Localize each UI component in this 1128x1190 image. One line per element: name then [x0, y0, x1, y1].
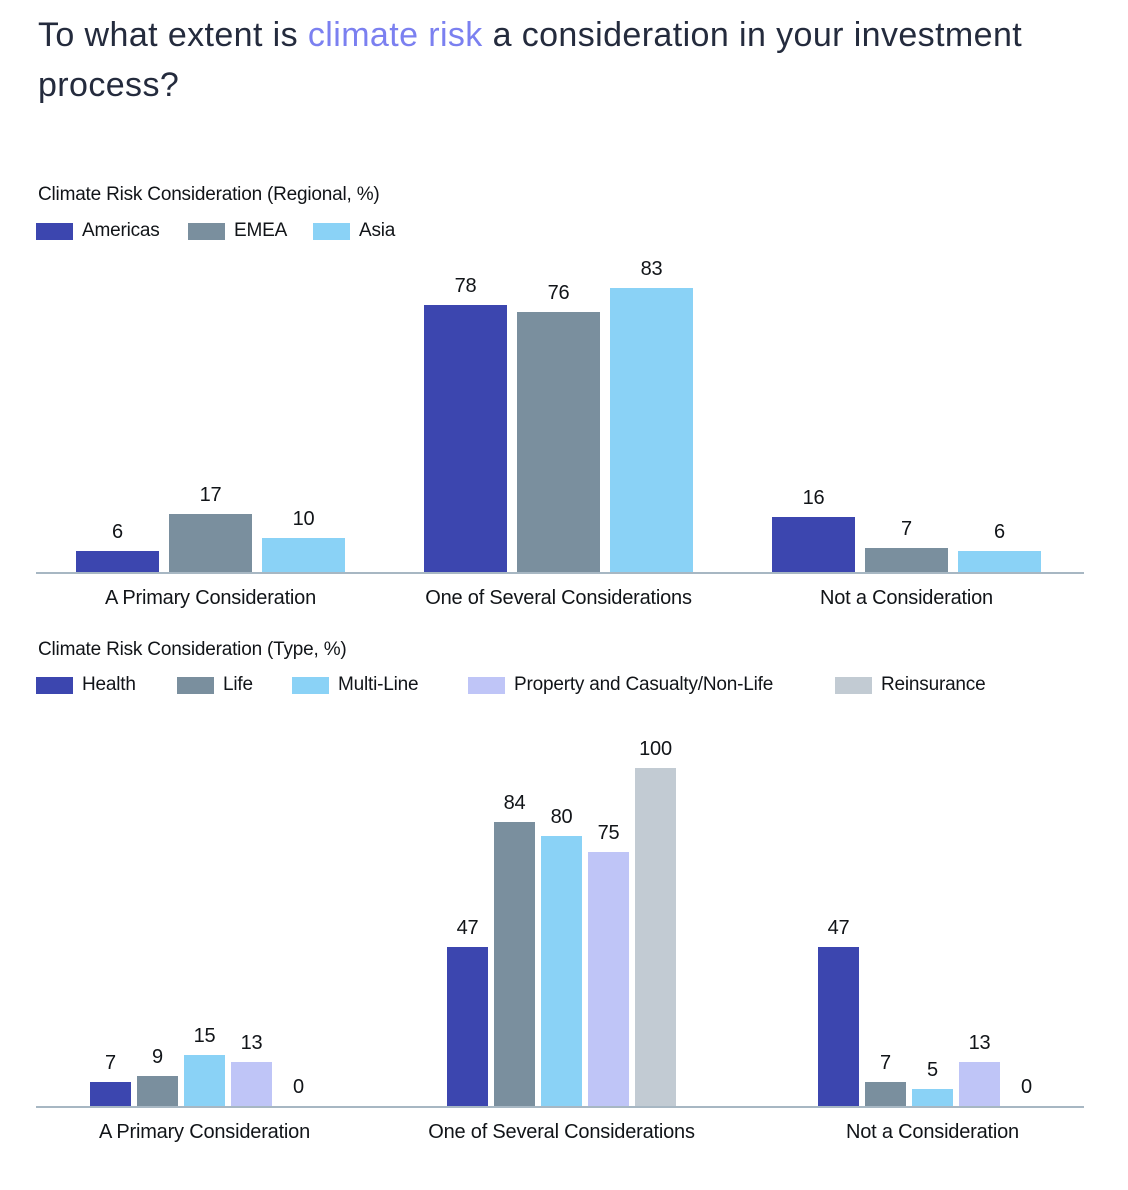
regional-legend: Americas EMEA Asia	[36, 220, 1096, 242]
bar: 75	[588, 822, 629, 1106]
legend-swatch	[835, 676, 872, 694]
bar-value-label: 78	[454, 275, 477, 297]
bar-value-label: 76	[547, 282, 570, 304]
legend-item: Multi-Line	[292, 674, 419, 696]
legend-label: Life	[223, 674, 253, 695]
bar: 13	[231, 1032, 272, 1106]
bar: 80	[541, 806, 582, 1106]
legend-item: EMEA	[188, 220, 287, 242]
legend-item: Life	[177, 674, 253, 696]
legend-label: Asia	[359, 220, 396, 241]
bar-value-label: 6	[112, 521, 123, 543]
bar-value-label: 9	[152, 1046, 163, 1068]
bar: 6	[958, 521, 1041, 572]
bar: 13	[959, 1032, 1000, 1106]
bar-value-label: 7	[901, 518, 912, 540]
legend-item: Asia	[313, 220, 395, 242]
bar: 7	[865, 518, 948, 572]
legend-label: Americas	[82, 220, 160, 241]
category-label: A Primary Consideration	[104, 587, 317, 609]
bar: 83	[610, 258, 693, 572]
bar-group: 6 17 10	[76, 484, 345, 572]
bar: 47	[447, 917, 488, 1106]
bar-value-label: 0	[293, 1076, 304, 1098]
bar: 100	[635, 738, 676, 1106]
bar: 7	[90, 1052, 131, 1106]
title-prefix: To what extent is	[38, 16, 308, 54]
type-legend: Health Life Multi-Line Property and Casualt…	[36, 674, 1096, 696]
bar: 15	[184, 1025, 225, 1106]
bar: 76	[517, 282, 600, 572]
legend-item: Health	[36, 674, 136, 696]
category-label: One of Several Considerations	[428, 1121, 695, 1143]
category-label: Not a Consideration	[846, 1121, 1019, 1143]
bar: 6	[76, 521, 159, 572]
bar-value-label: 10	[292, 508, 315, 530]
bar-value-label: 0	[1021, 1076, 1032, 1098]
category-label: Not a Consideration	[820, 587, 993, 609]
type-legend-title: Climate Risk Consideration (Type, %)	[38, 639, 347, 660]
regional-bar-chart-plot: 6 17 10 A Primary Consideration 78 76 83 One of…	[36, 230, 1084, 609]
title-highlight: climate risk	[307, 16, 483, 54]
bar-value-label: 47	[827, 917, 850, 939]
bar-value-label: 75	[597, 822, 620, 844]
bar-value-label: 80	[550, 806, 573, 828]
legend-label: Multi-Line	[338, 674, 419, 695]
page-title: To what extent is climate risk a conside…	[38, 10, 1068, 110]
x-axis-line	[36, 572, 1084, 574]
bar: 84	[494, 792, 535, 1106]
bar-value-label: 15	[193, 1025, 216, 1047]
legend-item: Property and Casualty/Non-Life	[468, 674, 773, 696]
legend-item: Reinsurance	[835, 674, 986, 696]
bar: 78	[424, 275, 507, 572]
legend-item: Americas	[36, 220, 160, 242]
regional-legend-title: Climate Risk Consideration (Regional, %)	[38, 184, 380, 205]
bar-group: 47 84 80 75 100	[447, 738, 676, 1106]
bar: 5	[912, 1059, 953, 1106]
category-label: A Primary Consideration	[98, 1121, 311, 1143]
legend-swatch	[188, 222, 225, 240]
bar-value-label: 100	[639, 738, 672, 760]
bar-value-label: 7	[105, 1052, 116, 1074]
bar-group: 7 9 15 13 0	[90, 1025, 319, 1106]
legend-swatch	[177, 676, 214, 694]
bar-group: 47 7 5 13 0	[818, 917, 1047, 1106]
bar-value-label: 7	[880, 1052, 891, 1074]
legend-swatch	[36, 676, 73, 694]
bar: 17	[169, 484, 252, 572]
legend-label: Health	[82, 674, 136, 695]
bar-value-label: 5	[927, 1059, 938, 1081]
bar-value-label: 84	[503, 792, 526, 814]
legend-swatch	[313, 222, 350, 240]
bar: 9	[137, 1046, 178, 1106]
bar-value-label: 16	[802, 487, 825, 509]
bar: 7	[865, 1052, 906, 1106]
legend-swatch	[468, 676, 505, 694]
type-bar-chart-plot: 7 9 15 13 0 A Primary Consideration 47 84 80 75 10…	[36, 738, 1084, 1143]
bar-value-label: 6	[994, 521, 1005, 543]
bar-value-label: 83	[640, 258, 663, 280]
bar-group: 16 7 6	[772, 487, 1041, 572]
bar-value-label: 47	[456, 917, 479, 939]
bar: 10	[262, 508, 345, 572]
legend-label: Reinsurance	[881, 674, 986, 695]
bar: 16	[772, 487, 855, 572]
bar-value-label: 13	[240, 1032, 263, 1054]
legend-swatch	[36, 222, 73, 240]
bar-group: 78 76 83	[424, 258, 693, 572]
bar: 47	[818, 917, 859, 1106]
legend-swatch	[292, 676, 329, 694]
x-axis-line	[36, 1106, 1084, 1108]
bar-value-label: 17	[199, 484, 222, 506]
bar-value-label: 13	[968, 1032, 991, 1054]
title-suffix: a consideration in your investment proce…	[38, 16, 1023, 104]
category-label: One of Several Considerations	[425, 587, 692, 609]
legend-label: Property and Casualty/Non-Life	[514, 674, 774, 695]
legend-label: EMEA	[234, 220, 288, 241]
